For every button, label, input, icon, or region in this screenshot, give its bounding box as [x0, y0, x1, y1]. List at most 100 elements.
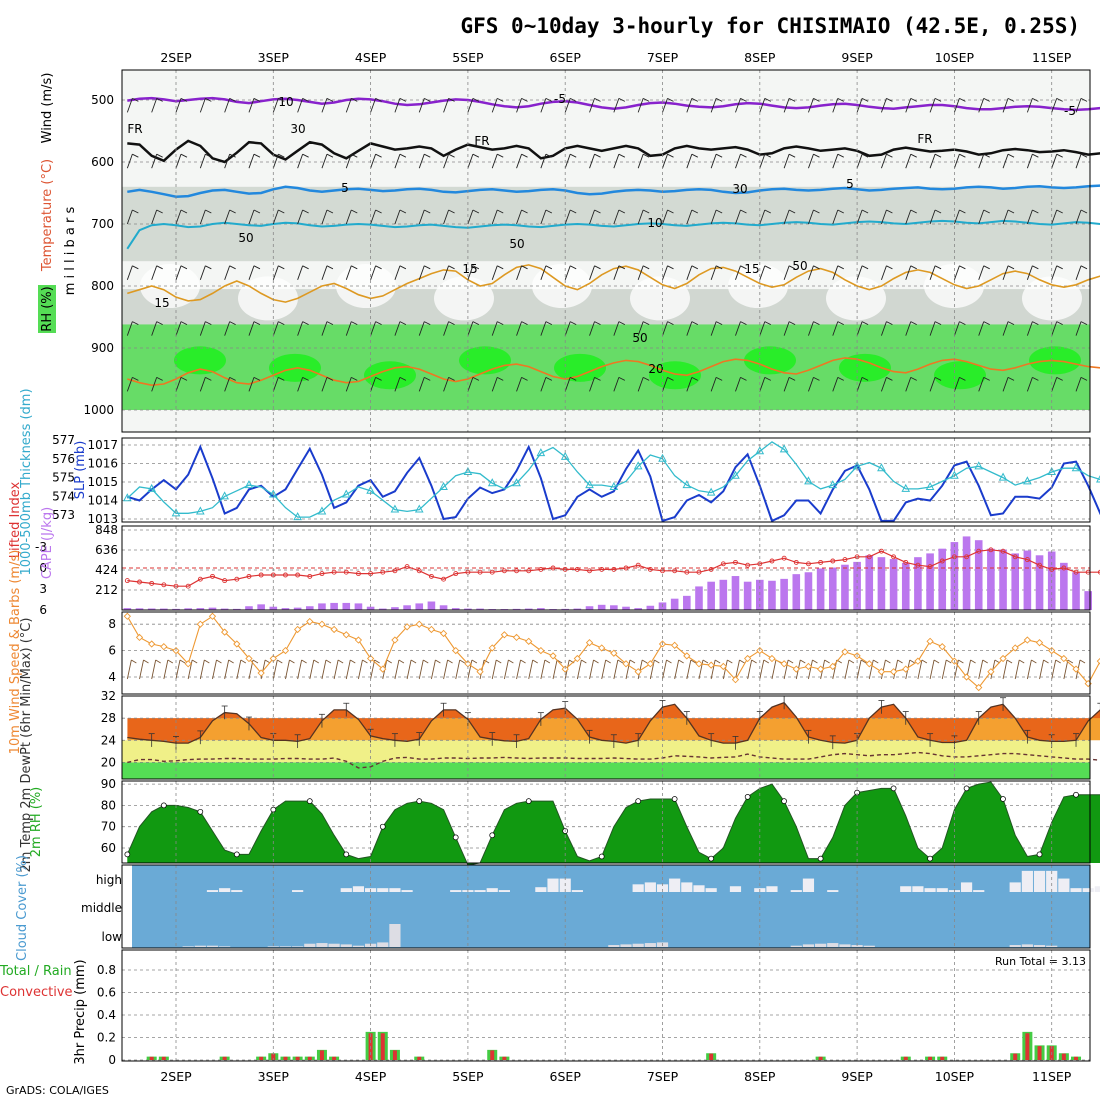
- wind-barb-flag: [253, 209, 261, 214]
- wind-barb-flag: [277, 659, 283, 664]
- wind-barb: [491, 265, 498, 280]
- wind-barb: [224, 659, 230, 680]
- precip-convective-bar: [271, 1053, 276, 1060]
- temp-tick-label: 28: [101, 711, 116, 725]
- wind-barb: [564, 154, 571, 169]
- lifted-index-point: [1012, 554, 1018, 560]
- wind-barb-flag: [448, 376, 455, 381]
- wind-barb: [686, 154, 693, 169]
- wind-barb: [1026, 154, 1033, 169]
- wind-barb: [491, 659, 497, 680]
- wind-barb-flag: [959, 265, 966, 270]
- wind-barb-flag: [229, 376, 236, 381]
- cloud-high-bar: [681, 882, 693, 892]
- wind-barb: [297, 209, 304, 225]
- wind-barb: [151, 154, 158, 169]
- wind-barb-flag: [205, 376, 212, 381]
- wind-speed-point: [804, 662, 813, 671]
- wind-barb-flag: [909, 659, 915, 664]
- contour-label: 30: [732, 182, 747, 196]
- wind-speed-point: [816, 665, 825, 673]
- wind-barb-flag: [375, 265, 382, 270]
- lifted-index-point: [331, 569, 337, 575]
- contour-label: 30: [290, 122, 305, 136]
- cloud-low-bar: [219, 946, 231, 947]
- wind-barb-flag: [1079, 659, 1086, 664]
- wind-speed-point: [452, 646, 460, 655]
- cape-bar: [464, 608, 472, 610]
- rh-point: [197, 808, 204, 815]
- precip-convective-bar: [332, 1056, 337, 1060]
- wind-speed-point: [1035, 639, 1044, 647]
- wind-barb: [978, 154, 985, 169]
- cloud-low-bar: [608, 945, 620, 947]
- wind-barb: [467, 209, 474, 225]
- temperature-axis-label: Temperature (°C): [40, 159, 55, 272]
- wind-barb-flag: [934, 376, 942, 381]
- wind-barb-flag: [520, 659, 526, 664]
- wind-barb: [406, 659, 412, 680]
- rh-point: [489, 832, 496, 839]
- wind-barb-flag: [399, 97, 407, 102]
- cape-axis-label: CAPE (J/kg): [40, 507, 55, 579]
- wind-barb-flag: [715, 153, 723, 158]
- wind-barb: [418, 98, 425, 113]
- wind10-panel: 4 6 8 10m Wind Speed & Barbs (m/s): [8, 550, 1100, 754]
- thickness-point: [414, 504, 424, 513]
- cloud-low-bar: [1021, 944, 1033, 947]
- cape-bar: [743, 581, 752, 610]
- slp-tick-label: 1015: [87, 475, 118, 489]
- rh-point: [635, 798, 642, 804]
- slp-panel: 101310141015101610175735745755765771000-…: [19, 388, 1100, 576]
- cloud-background: [132, 865, 1090, 948]
- wind-barb-flag: [691, 97, 699, 102]
- wind-barb: [1051, 209, 1058, 225]
- lifted-index-point: [927, 564, 933, 570]
- lifted-index-point: [708, 566, 714, 572]
- cape-bar: [269, 606, 278, 610]
- wind-barb: [856, 98, 863, 113]
- wind-barb-flag: [544, 659, 551, 664]
- wind-barb-flag: [837, 265, 844, 270]
- contour-label: 50: [238, 231, 253, 245]
- lifted-index-point: [526, 568, 532, 574]
- wind-barb: [1002, 377, 1009, 392]
- cloud-low-bar: [802, 944, 815, 947]
- slp-tick-label: 1013: [87, 512, 118, 526]
- wind-barb-flag: [180, 153, 188, 158]
- wind-barb: [467, 377, 474, 392]
- date-tick-label: 8SEP: [744, 50, 776, 65]
- wind-barb: [564, 265, 571, 280]
- wind-barb: [394, 265, 401, 280]
- temp-tick-label: 20: [101, 755, 116, 769]
- wind-barb-flag: [132, 376, 139, 381]
- contour-label: 15: [154, 296, 169, 310]
- cape-bar: [828, 567, 837, 610]
- wind-barb-flag: [764, 153, 772, 158]
- wind-barb: [686, 209, 693, 225]
- wind-speed-point: [148, 640, 156, 648]
- wind-barb-flag: [569, 265, 577, 270]
- wind-barb-flag: [715, 376, 723, 381]
- lifted-index-point: [696, 569, 702, 575]
- wind-barb: [856, 321, 863, 336]
- slp-tick-label: 1016: [87, 457, 118, 471]
- wind-barb-flag: [240, 659, 247, 664]
- wind-barb: [248, 265, 255, 280]
- wind-barb: [516, 659, 521, 680]
- upper-air-panel: 500 600 700 800 900 1000 -5 FR FR FR -5 5 5 10 15 15 15 2…: [38, 69, 1100, 433]
- wind-barb-flag: [897, 659, 903, 664]
- wind-barb-flag: [886, 209, 893, 214]
- thickness-point: [244, 480, 254, 489]
- wind-speed-point: [573, 654, 581, 663]
- wind-barb: [1075, 209, 1082, 225]
- wind-barb: [832, 265, 839, 280]
- wind-barb: [163, 659, 169, 680]
- wind-barb-flag: [1032, 97, 1039, 102]
- wind-barb-flag: [605, 659, 611, 664]
- cape-bar: [926, 553, 934, 610]
- wind-barb: [467, 98, 474, 113]
- wind-barb: [844, 659, 850, 680]
- wind-barb: [151, 659, 157, 680]
- wind-barb: [1051, 98, 1058, 113]
